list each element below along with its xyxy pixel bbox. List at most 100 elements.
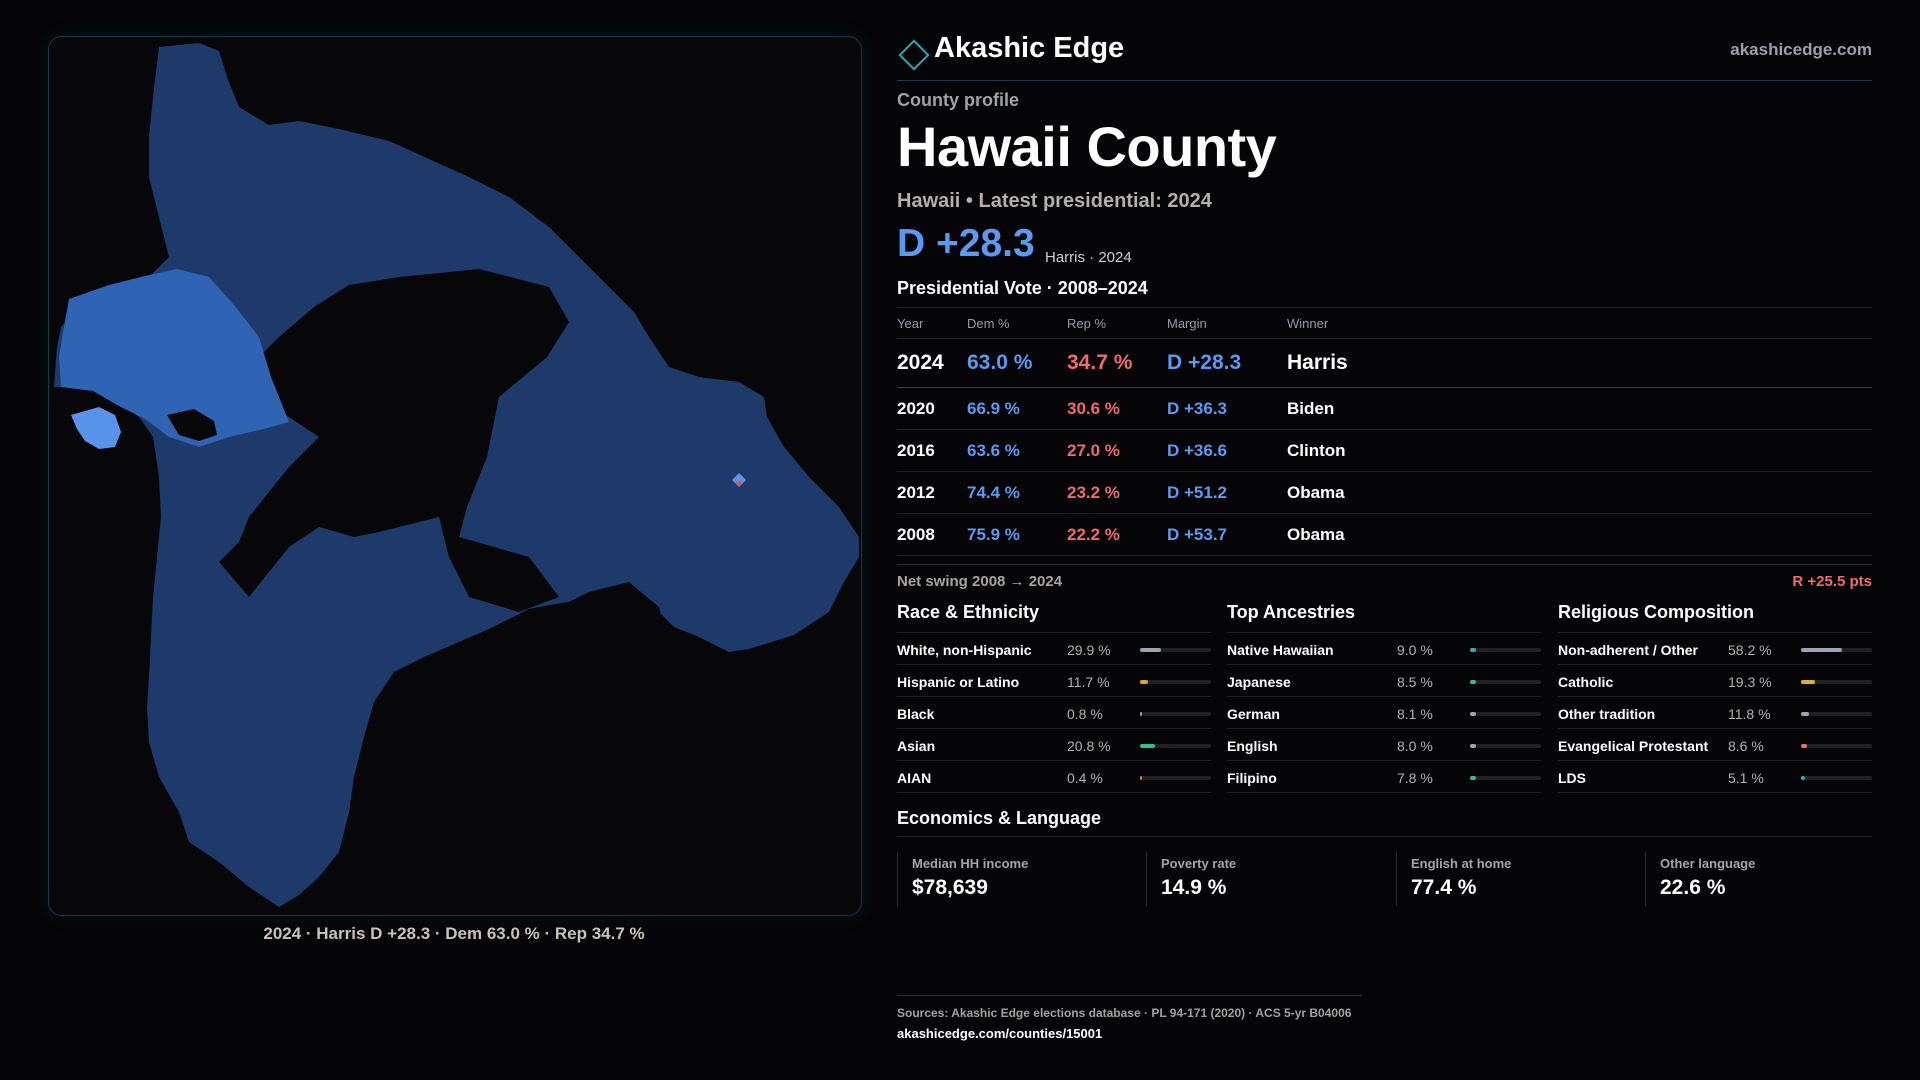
list-item: Asian 20.8 %	[897, 729, 1211, 761]
item-label: Evangelical Protestant	[1558, 738, 1709, 754]
share-bar-fill	[1801, 744, 1807, 748]
row-dem: 66.9 %	[967, 387, 1067, 430]
share-bar	[1140, 648, 1211, 652]
row-year: 2020	[897, 387, 967, 430]
map-region-inner-bay	[589, 582, 699, 637]
stat-other-language: Other language 22.6 %	[1645, 852, 1873, 906]
row-dem: 75.9 %	[967, 513, 1067, 556]
row-rep: 30.6 %	[1067, 387, 1167, 430]
stat-value: 14.9 %	[1161, 876, 1227, 899]
share-bar	[1801, 712, 1872, 716]
page-title: Hawaii County	[897, 115, 1277, 178]
map-caption: 2024 · Harris D +28.3 · Dem 63.0 % · Rep…	[263, 924, 645, 943]
col-winner: Winner	[1287, 307, 1872, 339]
share-bar	[1470, 680, 1541, 684]
item-label: Hispanic or Latino	[897, 674, 1020, 690]
col-dem: Dem %	[967, 307, 1067, 339]
item-label: Black	[897, 706, 935, 722]
item-pct: 29.9 %	[1067, 642, 1111, 658]
share-bar	[1140, 680, 1211, 684]
share-bar-fill	[1140, 680, 1148, 684]
item-label: LDS	[1558, 770, 1586, 786]
map-region-saddle-cutout	[219, 269, 569, 612]
item-pct: 58.2 %	[1728, 642, 1772, 658]
headline-margin: D +28.3	[897, 222, 1035, 265]
list-item: Non-adherent / Other 58.2 %	[1558, 633, 1872, 665]
list-item: German 8.1 %	[1227, 697, 1541, 729]
county-url-link[interactable]: akashicedge.com/counties/15001	[897, 1026, 1103, 1041]
row-year: 2008	[897, 513, 967, 556]
stat-english-at-home: English at home 77.4 %	[1396, 852, 1632, 906]
map-region-kona-dark-pocket	[167, 409, 217, 441]
item-label: Non-adherent / Other	[1558, 642, 1699, 658]
religion-panel: Religious Composition Non-adherent / Oth…	[1558, 602, 1872, 793]
share-bar	[1470, 776, 1541, 780]
item-pct: 7.8 %	[1397, 770, 1433, 786]
county-map-panel	[48, 36, 862, 916]
row-rep: 34.7 %	[1067, 338, 1167, 388]
share-bar	[1801, 648, 1872, 652]
item-label: Catholic	[1558, 674, 1614, 690]
brand-name: Akashic Edge	[934, 32, 1125, 64]
row-winner: Biden	[1287, 387, 1872, 430]
row-year: 2016	[897, 429, 967, 472]
share-bar	[1470, 712, 1541, 716]
col-margin: Margin	[1167, 307, 1287, 339]
page-subtitle: Hawaii • Latest presidential: 2024	[897, 190, 1212, 212]
share-bar-fill	[1470, 712, 1476, 716]
share-bar	[1801, 744, 1872, 748]
item-pct: 11.7 %	[1067, 674, 1110, 690]
row-winner: Obama	[1287, 471, 1872, 514]
list-item: Japanese 8.5 %	[1227, 665, 1541, 697]
stat-value: $78,639	[912, 876, 988, 899]
footer: Sources: Akashic Edge elections database…	[897, 995, 1362, 1041]
item-pct: 11.8 %	[1728, 706, 1771, 722]
share-bar-fill	[1140, 744, 1155, 748]
share-bar	[1470, 744, 1541, 748]
share-bar-fill	[1801, 776, 1805, 780]
list-item: Filipino 7.8 %	[1227, 761, 1541, 793]
stat-poverty-rate: Poverty rate 14.9 %	[1146, 852, 1382, 906]
list-item: AIAN 0.4 %	[897, 761, 1211, 793]
row-rep: 23.2 %	[1067, 471, 1167, 514]
stat-median-income: Median HH income $78,639	[897, 852, 1133, 906]
economics-title: Economics & Language	[897, 808, 1102, 828]
share-bar-fill	[1801, 712, 1809, 716]
share-bar-fill	[1140, 712, 1142, 716]
list-item: Other tradition 11.8 %	[1558, 697, 1872, 729]
sources-text: Sources: Akashic Edge elections database…	[897, 1006, 1352, 1020]
net-swing: Net swing 2008 → 2024 R +25.5 pts	[897, 564, 1872, 590]
share-bar-fill	[1801, 648, 1842, 652]
stat-value: 77.4 %	[1411, 876, 1477, 899]
item-label: White, non-Hispanic	[897, 642, 1032, 658]
map-region-hilo-marker-red	[736, 480, 742, 486]
row-dem: 74.4 %	[967, 471, 1067, 514]
list-item: LDS 5.1 %	[1558, 761, 1872, 793]
list-item: Evangelical Protestant 8.6 %	[1558, 729, 1872, 761]
table-header-row: Year Dem % Rep % Margin Winner	[897, 307, 1872, 339]
item-pct: 8.0 %	[1397, 738, 1433, 754]
row-margin: D +53.7	[1167, 513, 1287, 556]
item-pct: 8.1 %	[1397, 706, 1433, 722]
row-dem: 63.0 %	[967, 338, 1067, 388]
list-item: Catholic 19.3 %	[1558, 665, 1872, 697]
site-link[interactable]: akashicedge.com	[1730, 40, 1872, 59]
share-bar-fill	[1801, 680, 1815, 684]
row-year: 2024	[897, 338, 967, 388]
share-bar	[1140, 776, 1211, 780]
share-bar	[1801, 680, 1872, 684]
item-label: German	[1227, 706, 1280, 722]
share-bar	[1470, 648, 1541, 652]
stat-label: English at home	[1411, 856, 1512, 871]
share-bar	[1140, 744, 1211, 748]
row-margin: D +28.3	[1167, 338, 1287, 388]
item-pct: 20.8 %	[1067, 738, 1111, 754]
row-rep: 27.0 %	[1067, 429, 1167, 472]
race-ethnicity-title: Race & Ethnicity	[897, 602, 1211, 633]
table-row: 2016 63.6 % 27.0 % D +36.6 Clinton	[897, 429, 1872, 472]
share-bar	[1801, 776, 1872, 780]
row-winner: Clinton	[1287, 429, 1872, 472]
list-item: Hispanic or Latino 11.7 %	[897, 665, 1211, 697]
col-rep: Rep %	[1067, 307, 1167, 339]
item-label: Asian	[897, 738, 936, 754]
